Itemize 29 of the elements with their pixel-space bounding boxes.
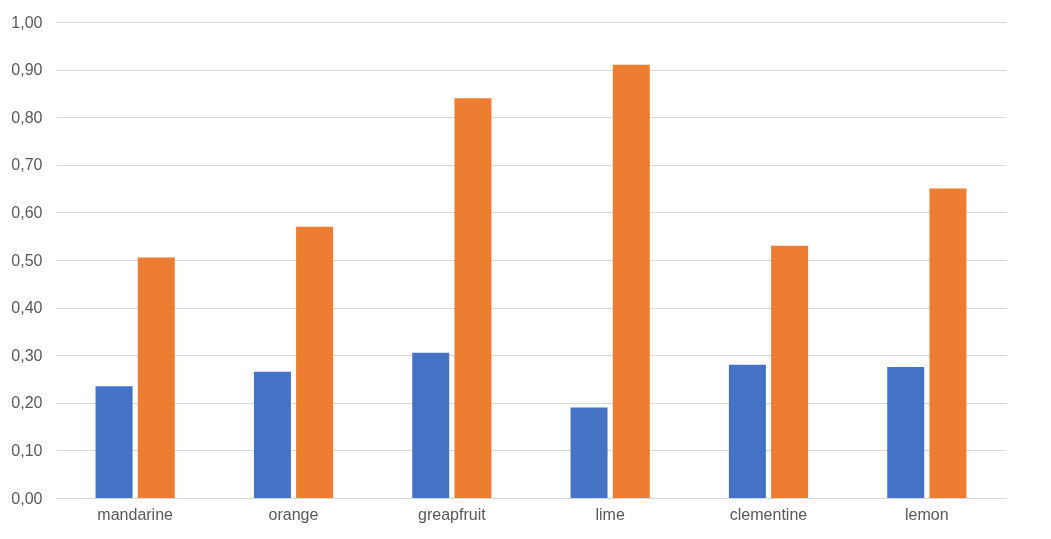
y-tick-label: 0,50 <box>11 251 43 269</box>
y-tick-label: 0,30 <box>11 346 43 364</box>
y-tick-label: 0,10 <box>11 441 43 459</box>
x-tick-label: greapfruit <box>418 505 487 523</box>
x-tick-label: clementine <box>729 505 808 523</box>
x-tick-label: mandarine <box>97 505 174 523</box>
bar <box>412 352 450 498</box>
x-tick-label: lime <box>595 505 625 523</box>
y-tick-label: 0,90 <box>11 61 43 79</box>
bar <box>137 257 175 498</box>
bar <box>570 407 608 498</box>
x-tick-label: lemon <box>905 505 949 523</box>
y-tick-label: 0,20 <box>11 394 43 412</box>
bar <box>95 386 133 498</box>
bar <box>929 188 967 498</box>
y-tick-label: 0,70 <box>11 156 43 174</box>
y-tick-label: 0,80 <box>11 108 43 126</box>
y-tick-label: 0,40 <box>11 299 43 317</box>
bar <box>454 98 492 498</box>
bar <box>253 371 291 498</box>
bar <box>728 364 766 498</box>
y-tick-label: 1,00 <box>11 13 43 31</box>
bar <box>296 226 334 498</box>
bar <box>887 367 925 498</box>
y-tick-label: 0,00 <box>11 489 43 507</box>
bar <box>612 64 650 498</box>
x-tick-label: orange <box>268 505 319 523</box>
bar <box>771 245 809 498</box>
y-tick-label: 0,60 <box>11 203 43 221</box>
